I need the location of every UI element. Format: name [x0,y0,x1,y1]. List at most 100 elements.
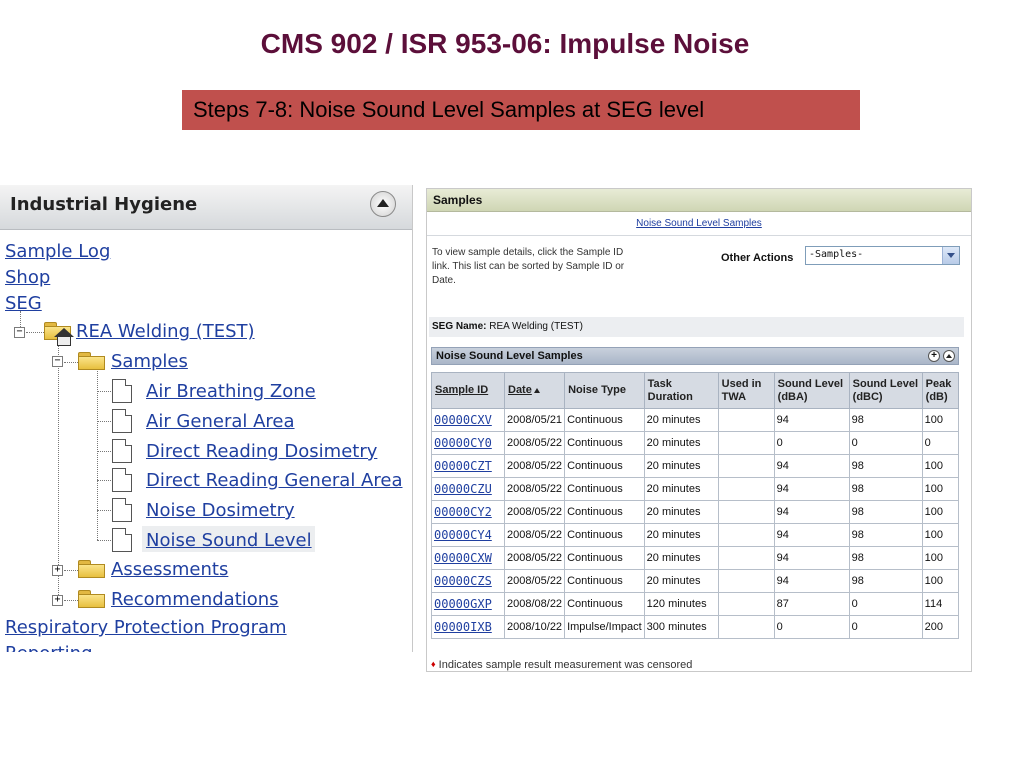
col-dbc: Sound Level (dBC) [848,372,923,409]
peak-cell: 0 [921,431,960,455]
tree-item-sample-type[interactable]: Direct Reading General Area [146,470,403,491]
tree-line [97,421,111,422]
seg-name-bar: SEG Name: REA Welding (TEST) [429,317,964,337]
collapse-up-icon[interactable] [370,191,396,217]
dba-cell: 94 [773,569,850,593]
dbc-cell: 98 [848,546,923,570]
table-row: 00000CZU 2008/05/22 Continuous 20 minutes 94… [431,477,960,501]
noise-type-cell: Continuous [564,454,645,478]
used-in-twa-cell [717,546,775,570]
dbc-cell: 98 [848,408,923,432]
peak-cell: 114 [921,592,960,616]
noise-type-cell: Continuous [564,500,645,524]
table-row: 00000CZT 2008/05/22 Continuous 20 minutes 94… [431,454,960,478]
peak-cell: 100 [921,523,960,547]
home-icon [54,328,74,346]
collapse-up-icon[interactable] [943,350,955,362]
nav-link-respiratory[interactable]: Respiratory Protection Program [5,617,287,638]
tree-item-sample-type-selected[interactable]: Noise Sound Level [146,530,312,551]
tree-item-sample-type[interactable]: Direct Reading Dosimetry [146,441,378,462]
used-in-twa-cell [717,408,775,432]
task-duration-cell: 20 minutes [643,408,719,432]
col-task-duration: Task Duration [643,372,719,409]
col-noise-type: Noise Type [564,372,645,409]
tree-line [97,391,111,392]
other-actions-select[interactable]: -Samples- [805,246,960,265]
tree-item-sample-type[interactable]: Air Breathing Zone [146,381,316,402]
task-duration-cell: 20 minutes [643,431,719,455]
folder-icon [78,560,106,578]
peak-cell: 200 [921,615,960,639]
dba-cell: 94 [773,477,850,501]
used-in-twa-cell [717,477,775,501]
expand-plus-icon[interactable]: + [52,565,63,576]
footnote-text: Indicates sample result measurement was … [438,659,693,671]
tree-item-recommendations[interactable]: Recommendations [111,589,279,610]
tree-line [64,362,78,363]
document-icon [112,528,132,552]
sample-id-link[interactable]: 00000CY4 [431,523,505,547]
document-icon [112,409,132,433]
other-actions-value: -Samples- [809,249,864,260]
nav-link-reporting[interactable]: Reporting [5,643,93,652]
document-icon [112,439,132,463]
date-cell: 2008/05/22 [503,431,566,455]
noise-sound-level-samples-link[interactable]: Noise Sound Level Samples [636,218,762,229]
date-cell: 2008/05/21 [503,408,566,432]
folder-icon [78,590,106,608]
used-in-twa-cell [717,500,775,524]
dba-cell: 0 [773,615,850,639]
used-in-twa-cell [717,592,775,616]
tree-item-rea-welding[interactable]: REA Welding (TEST) [76,321,255,342]
sample-id-link[interactable]: 00000CZU [431,477,505,501]
tree-item-assessments[interactable]: Assessments [111,559,229,580]
table-row: 00000CY2 2008/05/22 Continuous 20 minutes 94… [431,500,960,524]
nav-link-shop[interactable]: Shop [5,267,51,288]
noise-type-cell: Continuous [564,523,645,547]
add-plus-icon[interactable]: + [928,350,940,362]
top-link-bar: Noise Sound Level Samples [427,213,971,236]
sort-ascending-icon [533,387,540,393]
tree-line [97,451,111,452]
date-cell: 2008/05/22 [503,546,566,570]
document-icon [112,379,132,403]
tree-item-sample-type[interactable]: Air General Area [146,411,295,432]
sample-id-link[interactable]: 00000CZT [431,454,505,478]
sample-id-link[interactable]: 00000CZS [431,569,505,593]
expand-plus-icon[interactable]: + [52,595,63,606]
other-actions-label: Other Actions [721,252,794,264]
dba-cell: 94 [773,546,850,570]
noise-type-cell: Impulse/Impact [564,615,645,639]
collapse-minus-icon[interactable]: − [14,327,25,338]
nav-link-seg[interactable]: SEG [5,293,42,314]
dba-cell: 87 [773,592,850,616]
folder-open-icon [78,352,106,370]
sample-id-link[interactable]: 00000CY0 [431,431,505,455]
tree-item-sample-type[interactable]: Noise Dosimetry [146,500,295,521]
dbc-cell: 98 [848,477,923,501]
sample-id-link[interactable]: 00000CY2 [431,500,505,524]
date-cell: 2008/10/22 [503,615,566,639]
tree-line [97,510,111,511]
col-sample-id[interactable]: Sample ID [431,372,505,409]
tree-line [20,311,21,331]
collapse-minus-icon[interactable]: − [52,356,63,367]
chevron-down-icon[interactable] [942,247,959,264]
table-row: 00000CXV 2008/05/21 Continuous 20 minutes 94… [431,408,960,432]
used-in-twa-cell [717,615,775,639]
noise-type-cell: Continuous [564,546,645,570]
task-duration-cell: 20 minutes [643,477,719,501]
table-row: 00000IXB 2008/10/22 Impulse/Impact 300 minu… [431,615,960,639]
col-date[interactable]: Date [503,372,566,409]
sample-id-link[interactable]: 00000CXW [431,546,505,570]
sample-id-link[interactable]: 00000CXV [431,408,505,432]
peak-cell: 100 [921,569,960,593]
sample-id-link[interactable]: 00000GXP [431,592,505,616]
sample-id-link[interactable]: 00000IXB [431,615,505,639]
samples-panel-header: Samples [427,189,971,212]
date-cell: 2008/05/22 [503,477,566,501]
tree-item-samples[interactable]: Samples [111,351,188,372]
tree-line [58,341,59,601]
date-cell: 2008/08/22 [503,592,566,616]
nav-link-sample-log[interactable]: Sample Log [5,241,111,262]
